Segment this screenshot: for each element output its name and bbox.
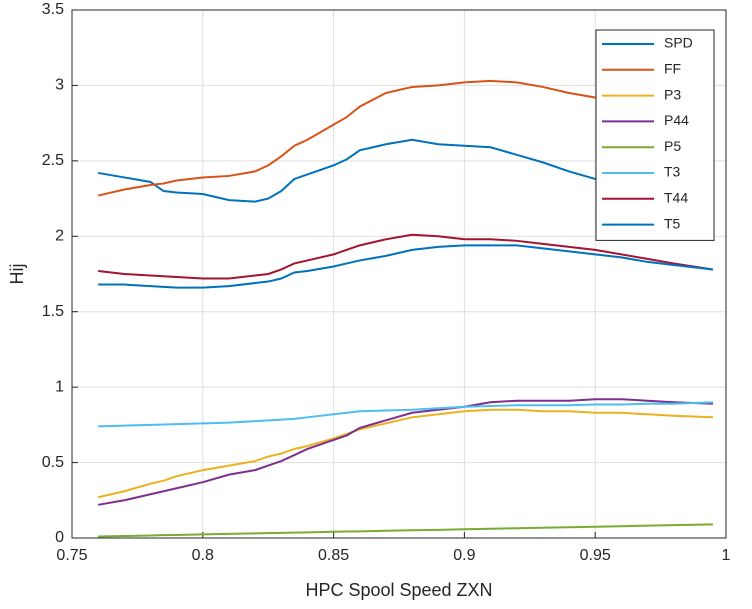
data-line: [98, 244, 714, 289]
x-tick-label: 0.9: [453, 547, 475, 564]
x-axis-label: HPC Spool Speed ZXN: [305, 580, 492, 600]
legend-label: T44: [664, 190, 688, 206]
x-tick-label: 0.85: [318, 547, 349, 564]
data-line: [98, 233, 714, 280]
legend-label: FF: [664, 61, 681, 77]
data-line: [97, 138, 714, 212]
legend-label: T5: [664, 215, 681, 231]
y-tick-label: 2: [55, 228, 64, 245]
legend-label: SPD: [664, 35, 693, 51]
y-axis-label: Hij: [7, 264, 27, 285]
x-tick-label: 0.8: [192, 547, 214, 564]
data-line: [98, 523, 713, 538]
plot-frame: [71, 9, 727, 539]
legend-label: P5: [664, 138, 681, 154]
legend-box: [595, 29, 715, 241]
data-line: [97, 398, 713, 506]
legend-label: P44: [664, 112, 689, 128]
y-tick-label: 0: [55, 529, 64, 546]
legend-label: P3: [664, 86, 681, 102]
legend-label: T3: [664, 164, 681, 180]
y-tick-label: 0.5: [42, 454, 64, 471]
x-tick-label: 0.95: [580, 547, 611, 564]
x-tick-label: 0.75: [56, 547, 87, 564]
y-tick-label: 1: [55, 378, 64, 395]
y-tick-label: 2.5: [42, 152, 64, 169]
y-tick-label: 3.5: [42, 1, 64, 18]
y-tick-label: 3: [55, 77, 64, 94]
data-line: [98, 401, 713, 428]
y-tick-label: 1.5: [42, 303, 64, 320]
x-tick-label: 1: [722, 547, 731, 564]
data-line: [97, 79, 714, 197]
legend: SPD FF P3 P44 P5 T3 T44 T5: [595, 29, 715, 241]
